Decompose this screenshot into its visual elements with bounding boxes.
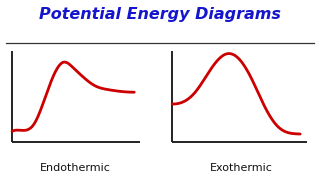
Text: Exothermic: Exothermic [210, 163, 273, 173]
Text: Endothermic: Endothermic [40, 163, 111, 173]
Text: Potential Energy Diagrams: Potential Energy Diagrams [39, 7, 281, 22]
